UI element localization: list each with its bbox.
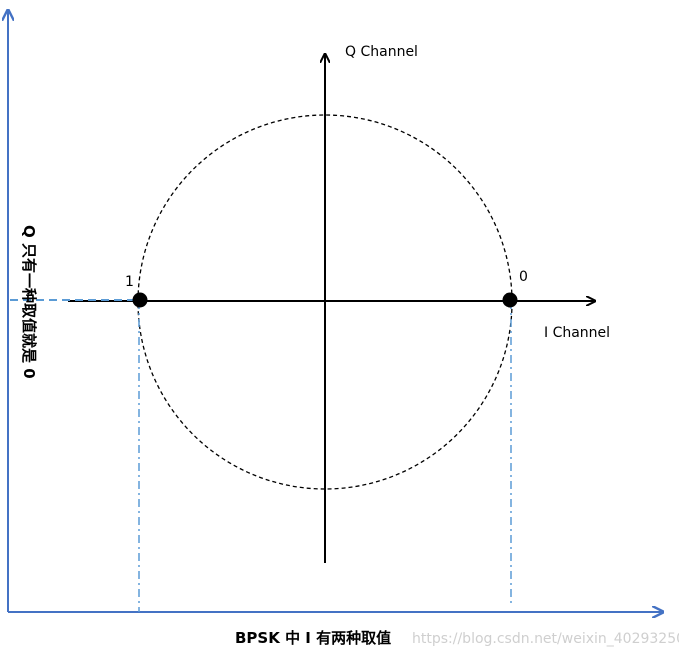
q-axis-label: Q Channel <box>345 44 418 60</box>
point-zero-label: 0 <box>519 269 528 285</box>
watermark-text: https://blog.csdn.net/weixin_40293250 <box>412 631 679 647</box>
point-one-label: 1 <box>125 274 134 290</box>
i-axis-label: I Channel <box>544 325 610 341</box>
bottom-caption: BPSK 中 I 有两种取值 <box>235 629 391 647</box>
constellation-point-one <box>132 292 148 308</box>
q-value-note: Q 只有一种取值就是 0 <box>20 225 38 379</box>
constellation-point-zero <box>502 292 518 308</box>
